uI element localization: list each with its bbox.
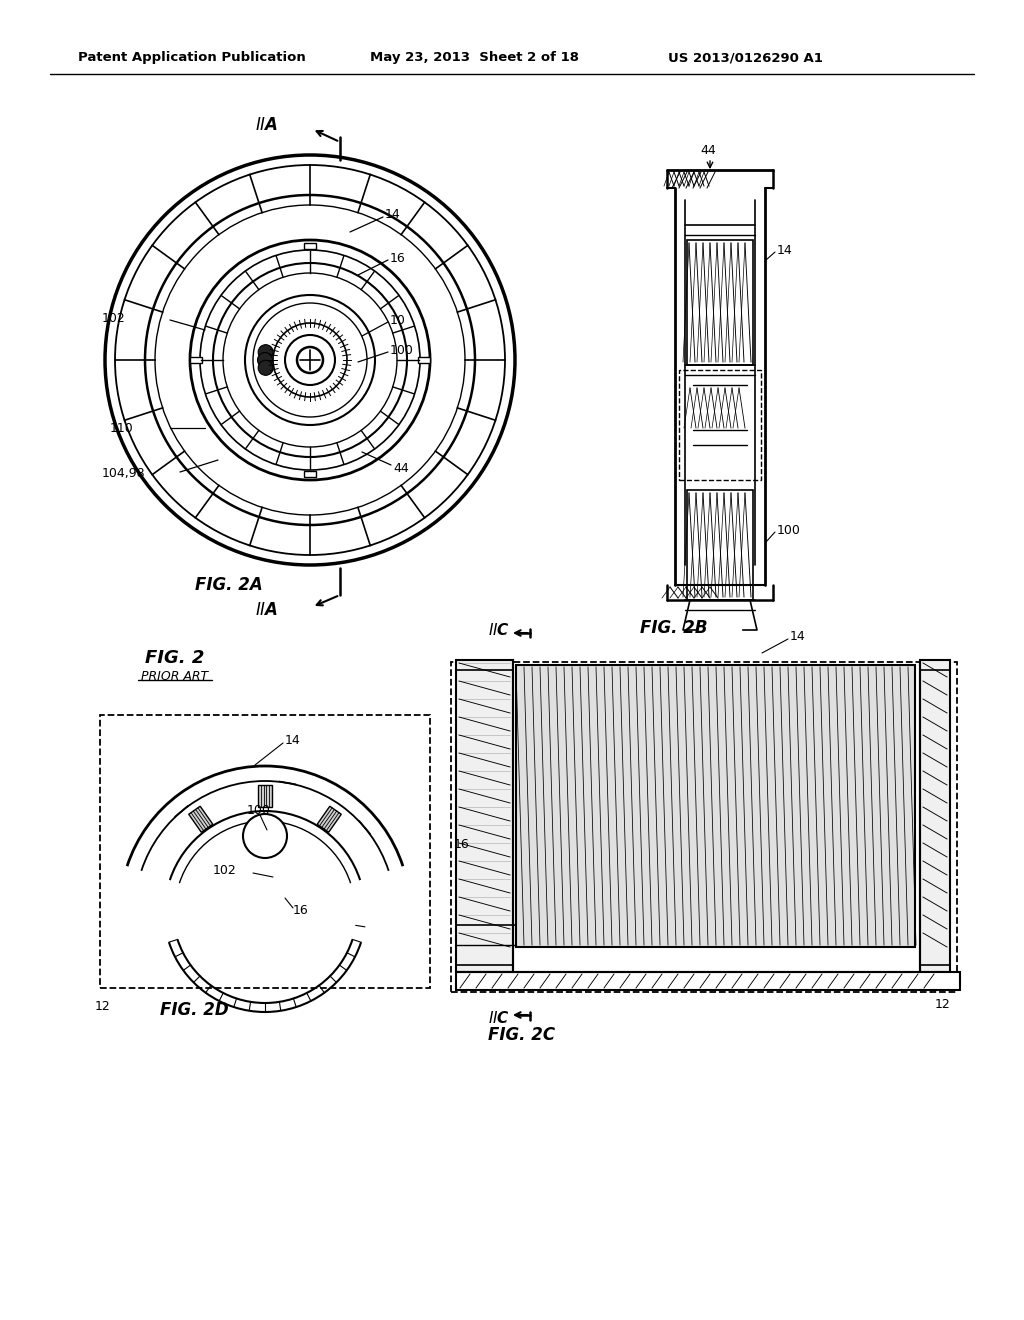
Polygon shape [188, 807, 213, 833]
Bar [687, 240, 753, 366]
Text: 104,98: 104,98 [102, 467, 145, 480]
Bar [304, 471, 316, 477]
Bar [456, 972, 961, 990]
Text: May 23, 2013  Sheet 2 of 18: May 23, 2013 Sheet 2 of 18 [370, 51, 579, 65]
Text: 14: 14 [790, 631, 806, 644]
Text: $\mathit{II}$C: $\mathit{II}$C [488, 1010, 510, 1026]
Text: 14: 14 [777, 243, 793, 256]
Text: 44: 44 [700, 144, 716, 157]
Text: FIG. 2D: FIG. 2D [160, 1001, 228, 1019]
Circle shape [243, 814, 287, 858]
Text: 14: 14 [285, 734, 301, 747]
Text: FIG. 2B: FIG. 2B [640, 619, 708, 638]
Bar [190, 356, 202, 363]
Text: $\mathit{II}$A: $\mathit{II}$A [255, 116, 279, 135]
Text: $\mathit{II}$A: $\mathit{II}$A [255, 601, 279, 619]
Text: FIG. 2C: FIG. 2C [488, 1026, 555, 1044]
Bar [920, 660, 950, 972]
Bar [451, 663, 957, 993]
Text: PRIOR ART: PRIOR ART [141, 669, 209, 682]
Text: 16: 16 [454, 838, 470, 851]
Text: 12: 12 [95, 999, 111, 1012]
Bar [516, 665, 915, 946]
Text: 10: 10 [390, 314, 406, 326]
Text: 44: 44 [393, 462, 409, 474]
Bar [456, 660, 513, 972]
Text: 100: 100 [777, 524, 801, 536]
Circle shape [258, 360, 273, 375]
Circle shape [297, 347, 323, 374]
Bar [679, 370, 761, 480]
Text: 14: 14 [385, 209, 400, 222]
Polygon shape [317, 807, 341, 833]
Text: $\mathit{II}$C: $\mathit{II}$C [488, 622, 510, 638]
Circle shape [258, 345, 273, 359]
Text: FIG. 2: FIG. 2 [145, 649, 205, 667]
Bar [687, 490, 753, 601]
Text: FIG. 2A: FIG. 2A [195, 576, 263, 594]
Text: 100: 100 [247, 804, 271, 817]
Text: 102: 102 [213, 863, 237, 876]
Text: Patent Application Publication: Patent Application Publication [78, 51, 306, 65]
Text: 16: 16 [293, 903, 309, 916]
Text: 16: 16 [390, 252, 406, 264]
Bar [418, 356, 430, 363]
Polygon shape [258, 785, 272, 807]
Circle shape [257, 352, 272, 367]
Text: US 2013/0126290 A1: US 2013/0126290 A1 [668, 51, 823, 65]
Text: 110: 110 [110, 421, 134, 434]
Text: 100: 100 [390, 343, 414, 356]
Text: 102: 102 [102, 312, 126, 325]
Bar [100, 715, 430, 987]
Bar [304, 243, 316, 249]
Text: 12: 12 [935, 998, 950, 1011]
